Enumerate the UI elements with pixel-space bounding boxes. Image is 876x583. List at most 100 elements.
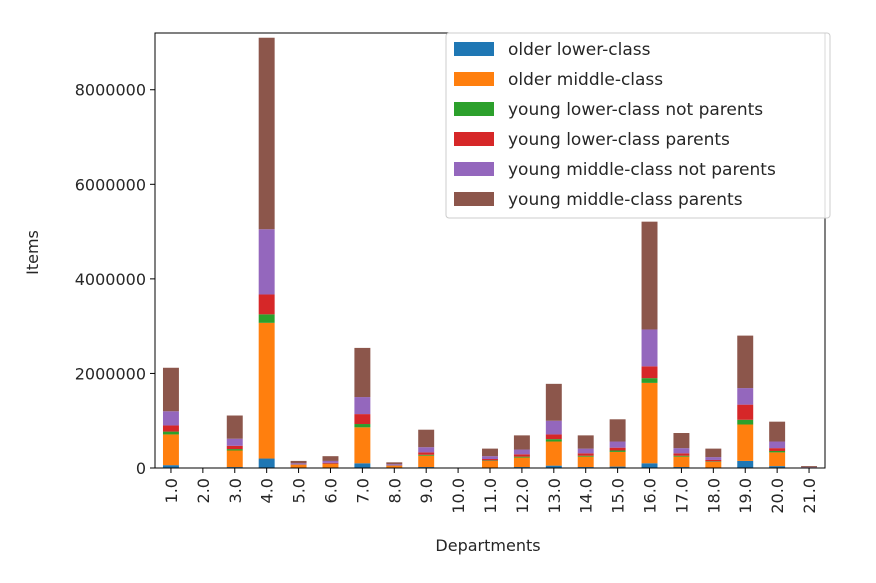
bar-16.0-series-5 (642, 222, 658, 330)
legend-swatch (454, 192, 494, 206)
bar-15.0-series-4 (610, 442, 626, 448)
bar-4.0-series-5 (259, 38, 275, 229)
bar-12.0-series-3 (514, 454, 530, 456)
bar-4.0-series-0 (259, 459, 275, 468)
y-tick-label: 0 (136, 459, 146, 478)
bar-1.0-series-2 (163, 432, 179, 435)
bar-15.0-series-3 (610, 448, 626, 451)
x-tick-label: 17.0 (672, 478, 691, 514)
bar-1.0-series-1 (163, 434, 179, 465)
bar-14.0-series-5 (578, 435, 594, 448)
legend-swatch (454, 162, 494, 176)
bar-6.0-series-5 (323, 456, 339, 461)
x-tick-label: 14.0 (577, 478, 596, 514)
bar-16.0-series-3 (642, 366, 658, 378)
bar-14.0-series-2 (578, 456, 594, 457)
bar-9.0-series-2 (418, 455, 434, 456)
bar-4.0-series-2 (259, 314, 275, 323)
x-tick-label: 7.0 (353, 478, 372, 503)
bar-15.0-series-1 (610, 452, 626, 467)
bar-20.0-series-2 (769, 451, 785, 452)
bar-5.0-series-1 (291, 465, 307, 468)
bar-20.0-series-4 (769, 442, 785, 449)
bar-17.0-series-1 (673, 457, 689, 467)
x-tick-label: 15.0 (609, 478, 628, 514)
bar-13.0-series-1 (546, 442, 562, 466)
bar-16.0-series-4 (642, 329, 658, 366)
y-tick-label: 2000000 (75, 364, 146, 383)
legend-label: young lower-class parents (508, 130, 730, 150)
bar-6.0-series-4 (323, 461, 339, 463)
bar-8.0-series-1 (386, 466, 402, 468)
x-tick-label: 4.0 (258, 478, 277, 503)
bar-12.0-series-1 (514, 458, 530, 467)
bar-3.0-series-3 (227, 446, 243, 449)
bar-9.0-series-3 (418, 452, 434, 454)
x-tick-label: 19.0 (736, 478, 755, 514)
bar-13.0-series-4 (546, 421, 562, 435)
legend-label: older middle-class (508, 70, 663, 90)
bar-6.0-series-3 (323, 463, 339, 464)
bar-11.0-series-4 (482, 456, 498, 459)
bar-9.0-series-5 (418, 430, 434, 447)
x-tick-label: 6.0 (321, 478, 340, 503)
bar-3.0-series-2 (227, 449, 243, 450)
bar-19.0-series-5 (737, 336, 753, 388)
bar-5.0-series-5 (291, 461, 307, 463)
bar-16.0-series-2 (642, 378, 658, 383)
bar-1.0-series-3 (163, 425, 179, 431)
bar-7.0-series-1 (354, 427, 370, 463)
bar-16.0-series-0 (642, 463, 658, 468)
bar-5.0-series-4 (291, 463, 307, 464)
x-tick-label: 12.0 (513, 478, 532, 514)
bar-20.0-series-3 (769, 448, 785, 451)
y-axis-label: Items (23, 230, 42, 275)
bar-3.0-series-5 (227, 416, 243, 439)
bar-18.0-series-4 (705, 457, 721, 460)
bar-15.0-series-2 (610, 451, 626, 452)
bar-19.0-series-3 (737, 405, 753, 420)
bar-19.0-series-1 (737, 425, 753, 461)
bar-11.0-series-3 (482, 459, 498, 460)
legend-label: young lower-class not parents (508, 100, 763, 120)
bar-3.0-series-4 (227, 439, 243, 446)
bar-17.0-series-2 (673, 456, 689, 457)
bar-3.0-series-1 (227, 451, 243, 468)
legend: older lower-class older middle-class young… (446, 33, 830, 218)
bar-12.0-series-4 (514, 450, 530, 455)
x-tick-label: 2.0 (194, 478, 213, 503)
bar-8.0-series-5 (386, 462, 402, 464)
bar-9.0-series-1 (418, 456, 434, 467)
bar-13.0-series-3 (546, 434, 562, 439)
bar-12.0-series-2 (514, 457, 530, 458)
bar-4.0-series-1 (259, 323, 275, 459)
bar-13.0-series-5 (546, 384, 562, 421)
bar-7.0-series-2 (354, 424, 370, 427)
bar-4.0-series-4 (259, 229, 275, 294)
legend-label: young middle-class parents (508, 190, 743, 210)
bar-6.0-series-1 (323, 464, 339, 468)
bar-19.0-series-4 (737, 388, 753, 405)
legend-label: older lower-class (508, 40, 651, 60)
bar-19.0-series-2 (737, 420, 753, 425)
bar-9.0-series-4 (418, 447, 434, 452)
bar-12.0-series-5 (514, 435, 530, 449)
bar-14.0-series-3 (578, 453, 594, 455)
bar-20.0-series-5 (769, 422, 785, 442)
x-tick-label: 8.0 (385, 478, 404, 503)
bar-17.0-series-4 (673, 448, 689, 453)
x-axis-label: Departments (435, 536, 540, 555)
bar-20.0-series-1 (769, 452, 785, 466)
legend-swatch (454, 42, 494, 56)
bar-7.0-series-4 (354, 397, 370, 414)
y-tick-label: 6000000 (75, 175, 146, 194)
x-tick-label: 20.0 (768, 478, 787, 514)
bar-7.0-series-5 (354, 348, 370, 397)
legend-swatch (454, 102, 494, 116)
bar-11.0-series-1 (482, 461, 498, 468)
legend-swatch (454, 132, 494, 146)
bar-17.0-series-3 (673, 453, 689, 455)
bar-7.0-series-3 (354, 414, 370, 424)
